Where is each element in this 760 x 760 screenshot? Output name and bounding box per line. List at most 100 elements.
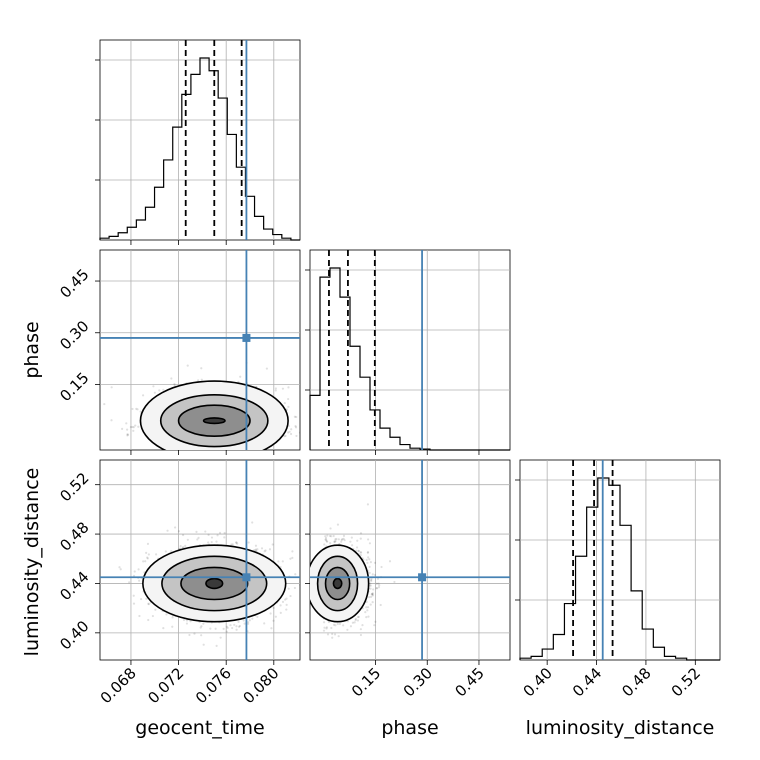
contour-line	[159, 394, 269, 448]
sample-point	[285, 603, 288, 606]
sample-point	[355, 546, 359, 549]
sample-point	[373, 561, 377, 564]
sample-point	[285, 608, 288, 611]
sample-point	[219, 636, 222, 639]
sample-point	[263, 622, 266, 625]
sample-point	[146, 542, 150, 546]
truth-point	[418, 573, 427, 582]
sample-point	[294, 573, 297, 576]
tick-label-phase: 0.15	[348, 664, 384, 700]
sample-point	[189, 620, 192, 623]
sample-point	[196, 538, 199, 541]
sample-point	[248, 619, 251, 622]
sample-point	[291, 556, 294, 559]
sample-point	[370, 593, 373, 596]
sample-point	[285, 597, 288, 600]
sample-point	[359, 532, 363, 535]
sample-point	[328, 534, 332, 538]
posterior-phase_vs_geocent_time	[100, 250, 309, 450]
sample-point	[132, 426, 135, 429]
sample-point	[185, 622, 189, 625]
sample-point	[170, 550, 173, 553]
sample-point	[372, 588, 375, 591]
sample-point	[369, 595, 373, 598]
sample-point	[229, 624, 232, 627]
sample-point	[367, 538, 370, 541]
sample-point	[118, 566, 121, 569]
histogram-luminosity_distance	[519, 477, 720, 661]
sample-point	[349, 625, 353, 628]
sample-point	[268, 548, 272, 551]
sample-point	[256, 615, 259, 618]
sample-point	[207, 533, 210, 536]
contour-line	[180, 566, 249, 601]
sample-point	[356, 539, 359, 542]
sample-point	[359, 554, 362, 557]
sample-point	[307, 410, 309, 412]
sample-point	[279, 604, 282, 607]
sample-point	[131, 407, 134, 411]
sample-point	[287, 386, 290, 389]
histogram-phase	[309, 267, 510, 451]
sample-point	[197, 536, 200, 539]
tick-label-geocent_time: 0.080	[240, 664, 283, 707]
sample-point	[334, 539, 337, 543]
tick-label-luminosity_distance: 0.44	[569, 664, 605, 700]
sample-point	[147, 602, 150, 605]
sample-point	[186, 364, 189, 367]
ylabel-luminosity_distance: luminosity_distance	[21, 468, 43, 657]
tick-label-luminosity_distance: 0.52	[668, 664, 704, 700]
sample-point	[231, 626, 234, 630]
tick-label-luminosity_distance: 0.48	[56, 518, 92, 554]
sample-point	[366, 551, 370, 554]
sample-point	[214, 627, 217, 630]
sample-point	[144, 560, 147, 563]
sample-point	[340, 538, 343, 542]
panel-luminosity_distance-phase: 0.15 0.30 0.45	[305, 459, 511, 700]
sample-point	[223, 536, 226, 539]
tick-label-geocent_time: 0.076	[192, 664, 235, 707]
sample-point	[295, 434, 298, 438]
sample-point	[204, 530, 207, 533]
tick-label-luminosity_distance: 0.40	[520, 664, 556, 700]
sample-point	[342, 624, 345, 627]
sample-point	[322, 621, 326, 624]
sample-point	[369, 582, 372, 585]
sample-point	[351, 621, 354, 624]
sample-point	[256, 548, 259, 551]
sample-point	[287, 405, 290, 408]
sample-point	[126, 433, 130, 436]
contour-line	[161, 555, 268, 612]
sample-point	[242, 619, 245, 622]
sample-point	[152, 385, 155, 388]
sample-point	[369, 587, 372, 590]
panel-frame	[309, 249, 511, 451]
sample-point	[368, 596, 371, 599]
sample-point	[366, 503, 370, 506]
sample-point	[373, 573, 377, 577]
sample-point	[195, 530, 198, 533]
sample-point	[126, 428, 129, 431]
sample-point	[324, 535, 327, 538]
sample-point	[162, 626, 165, 630]
sample-point	[251, 617, 254, 620]
sample-point	[182, 618, 186, 622]
sample-point	[193, 632, 196, 635]
sample-point	[367, 556, 370, 559]
sample-point	[274, 387, 277, 390]
sample-point	[103, 402, 106, 406]
sample-point	[155, 553, 158, 556]
sample-point	[215, 540, 218, 543]
sample-point	[243, 622, 246, 625]
posterior-luminosity_distance_vs_phase	[310, 460, 510, 660]
sample-point	[272, 606, 275, 610]
sample-point	[199, 626, 202, 629]
sample-point	[370, 578, 373, 581]
sample-point	[289, 432, 293, 436]
sample-point	[272, 619, 275, 622]
sample-point	[373, 624, 376, 627]
sample-point	[293, 415, 297, 418]
sample-point	[331, 636, 334, 639]
xlabel-geocent_time: geocent_time	[135, 717, 264, 739]
sample-point	[274, 389, 277, 392]
